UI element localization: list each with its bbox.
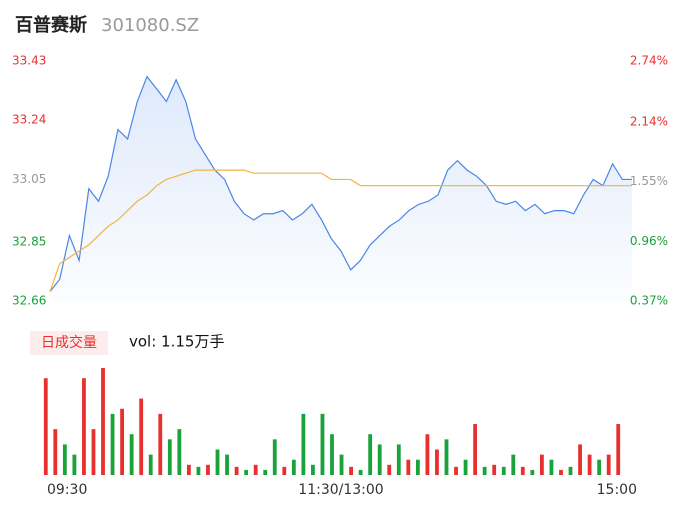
volume-bar	[301, 413, 306, 475]
volume-bar	[492, 464, 497, 475]
volume-bar	[148, 454, 153, 475]
volume-bar	[454, 466, 458, 475]
volume-bar	[225, 454, 229, 475]
y-tick-label: 33.24	[12, 113, 46, 127]
volume-bar	[425, 434, 430, 475]
volume-bar	[597, 459, 602, 475]
volume-bar	[559, 469, 563, 475]
x-tick-label: 09:30	[47, 482, 87, 498]
volume-bar	[377, 444, 382, 475]
x-tick-label: 15:00	[597, 482, 637, 498]
title: 百普赛斯	[15, 14, 87, 36]
volume-bar	[244, 469, 249, 475]
volume-bar	[215, 449, 220, 475]
volume-bar	[72, 454, 77, 475]
y-tick-label: 32.66	[12, 294, 46, 308]
volume-bar	[349, 466, 353, 475]
volume-bar	[167, 439, 172, 475]
volume-bar	[186, 464, 191, 475]
volume-bar	[234, 466, 239, 475]
volume-bar	[206, 464, 210, 475]
volume-bar	[91, 429, 96, 475]
volume-bar	[120, 408, 125, 475]
volume-title: 日成交量	[41, 334, 97, 351]
volume-bar	[339, 454, 344, 475]
volume-bar	[43, 378, 48, 475]
volume-bar	[435, 449, 439, 475]
volume-bar	[320, 413, 325, 475]
y2-tick-label: 2.14%	[630, 114, 668, 128]
volume-bar	[253, 464, 258, 475]
y-tick-label: 33.43	[12, 54, 46, 68]
volume-bar	[606, 454, 611, 475]
x-tick-label: 11:30/13:00	[298, 482, 383, 498]
y2-tick-label: 0.37%	[630, 294, 668, 308]
volume-bar	[311, 464, 315, 475]
volume-bar	[358, 469, 363, 475]
volume-bar	[396, 444, 401, 475]
volume-bar	[530, 469, 535, 475]
volume-bar	[520, 466, 525, 475]
volume-bar	[368, 434, 373, 475]
volume-bar	[158, 413, 163, 475]
volume-bar	[291, 459, 296, 475]
volume-bar	[549, 459, 554, 475]
volume-bar	[110, 413, 115, 475]
volume-bar	[511, 454, 516, 475]
price-area	[50, 76, 632, 302]
volume-bar	[539, 454, 544, 475]
volume-bar	[501, 466, 506, 475]
y2-tick-label: 0.96%	[630, 234, 668, 248]
y2-tick-label: 1.55%	[630, 174, 668, 188]
volume-bar	[282, 466, 287, 475]
volume-bar	[568, 466, 573, 475]
code: 301080.SZ	[101, 15, 199, 36]
volume-bar	[177, 429, 182, 475]
volume-bar	[129, 434, 134, 475]
y-tick-label: 32.85	[12, 234, 46, 248]
volume-bar	[53, 429, 58, 475]
volume-bar	[196, 466, 201, 475]
volume-tag-bg	[30, 331, 108, 355]
volume-bar	[616, 424, 621, 475]
volume-bar	[101, 368, 105, 475]
y2-tick-label: 2.74%	[630, 54, 668, 68]
volume-bar	[463, 459, 468, 475]
volume-bar	[444, 439, 449, 475]
volume-bar	[578, 444, 582, 475]
price-line	[49, 75, 632, 293]
volume-summary: vol: 1.15万手	[129, 333, 224, 351]
volume-bar	[272, 439, 277, 475]
volume-bar	[82, 378, 86, 475]
volume-bar	[473, 424, 478, 475]
average-line	[49, 169, 632, 292]
volume-bar	[139, 398, 144, 475]
y-tick-label: 33.05	[12, 172, 46, 186]
volume-bar	[62, 444, 67, 475]
volume-bar	[387, 464, 392, 475]
volume-bar	[482, 466, 487, 475]
volume-bar	[406, 459, 411, 475]
volume-bar	[330, 434, 334, 475]
volume-bar	[587, 454, 592, 475]
volume-bar	[415, 459, 420, 475]
volume-bar	[263, 469, 268, 475]
